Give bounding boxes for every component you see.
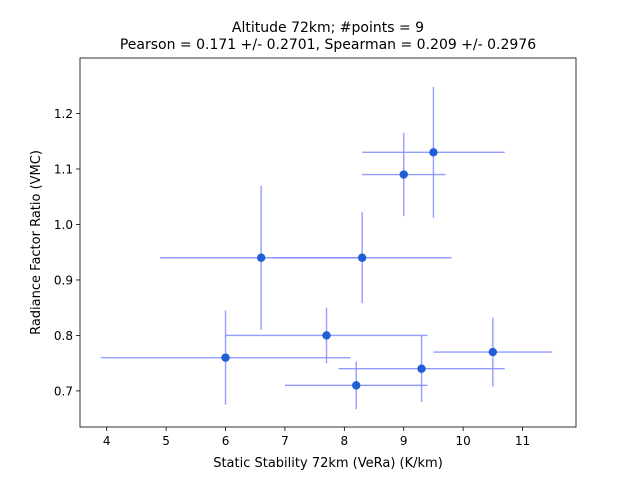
data-point — [322, 331, 331, 340]
y-tick-label: 0.8 — [54, 329, 73, 343]
x-tick-label: 5 — [162, 434, 170, 448]
x-tick-label: 11 — [515, 434, 530, 448]
chart-title-line2: Pearson = 0.171 +/- 0.2701, Spearman = 0… — [120, 37, 536, 53]
plot-frame — [79, 57, 577, 428]
y-tick-label: 1.1 — [54, 162, 73, 176]
x-tick-label: 6 — [222, 434, 230, 448]
data-point — [429, 148, 438, 157]
x-tick-label: 7 — [281, 434, 289, 448]
data-point — [417, 364, 426, 373]
data-point — [399, 170, 408, 179]
marker-layer — [221, 148, 498, 390]
y-axis: 0.7 0.8 0.9 1.0 1.1 1.2 — [54, 107, 80, 398]
x-axis-label: Static Stability 72km (VeRa) (K/km) — [213, 456, 443, 471]
y-tick-label: 1.0 — [54, 218, 73, 232]
x-tick-label: 9 — [400, 434, 408, 448]
data-point — [256, 253, 266, 262]
x-tick-label: 4 — [103, 434, 111, 448]
data-point — [221, 353, 230, 362]
y-tick-label: 0.7 — [54, 384, 73, 398]
y-tick-label: 0.9 — [54, 273, 73, 287]
data-point — [488, 347, 498, 357]
y-tick-label: 1.2 — [54, 107, 73, 121]
x-tick-label: 10 — [455, 434, 470, 448]
y-axis-label: Radiance Factor Ratio (VMC) — [29, 150, 44, 335]
data-point — [357, 253, 367, 262]
data-point — [352, 381, 361, 390]
x-tick-label: 8 — [341, 434, 349, 448]
x-axis: 4 5 6 7 8 9 10 11 — [103, 427, 530, 448]
chart-title-line1: Altitude 72km; #points = 9 — [232, 20, 424, 36]
